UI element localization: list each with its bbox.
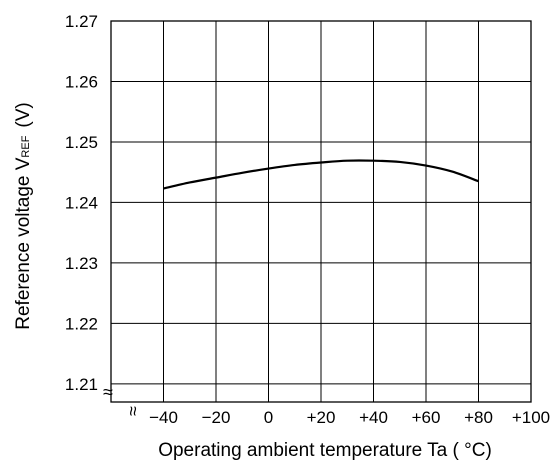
y-axis-title-sub: REF xyxy=(20,135,32,157)
x-tick-label: +60 xyxy=(412,408,441,427)
plot-frame xyxy=(110,20,532,403)
y-axis-title: Reference voltage VREF (V) xyxy=(13,102,34,330)
y-axis-title-unit: (V) xyxy=(13,102,34,127)
y-axis-title-main: Reference voltage V xyxy=(13,157,34,329)
x-axis-title: Operating ambient temperature Ta ( °C) xyxy=(158,440,492,461)
y-tick-label: 1.24 xyxy=(65,193,98,212)
x-axis-break-symbol: ≈ xyxy=(123,406,143,416)
x-tick-label: +40 xyxy=(359,408,388,427)
series-line xyxy=(163,159,479,190)
grid-lines xyxy=(111,21,531,402)
x-tick-labels: −40 −20 0 +20 +40 +60 +80 +100 xyxy=(149,408,550,427)
x-axis-break: ≈ xyxy=(123,406,143,416)
y-tick-label: 1.22 xyxy=(65,314,98,333)
x-tick-label: −20 xyxy=(202,408,231,427)
y-tick-label: 1.23 xyxy=(65,254,98,273)
y-tick-label: 1.25 xyxy=(65,133,98,152)
x-tick-label: +20 xyxy=(307,408,336,427)
y-tick-label: 1.27 xyxy=(65,12,98,31)
x-tick-label: 0 xyxy=(264,408,273,427)
x-tick-label: −40 xyxy=(149,408,178,427)
y-axis-break-symbol: ≈ xyxy=(103,382,113,402)
x-tick-label: +100 xyxy=(512,408,550,427)
y-axis-break: ≈ xyxy=(103,382,113,402)
y-tick-label: 1.26 xyxy=(65,72,98,91)
y-tick-label: 1.21 xyxy=(65,375,98,394)
y-tick-labels: 1.27 1.26 1.25 1.24 1.23 1.22 1.21 xyxy=(65,12,98,394)
x-tick-label: +80 xyxy=(464,408,493,427)
